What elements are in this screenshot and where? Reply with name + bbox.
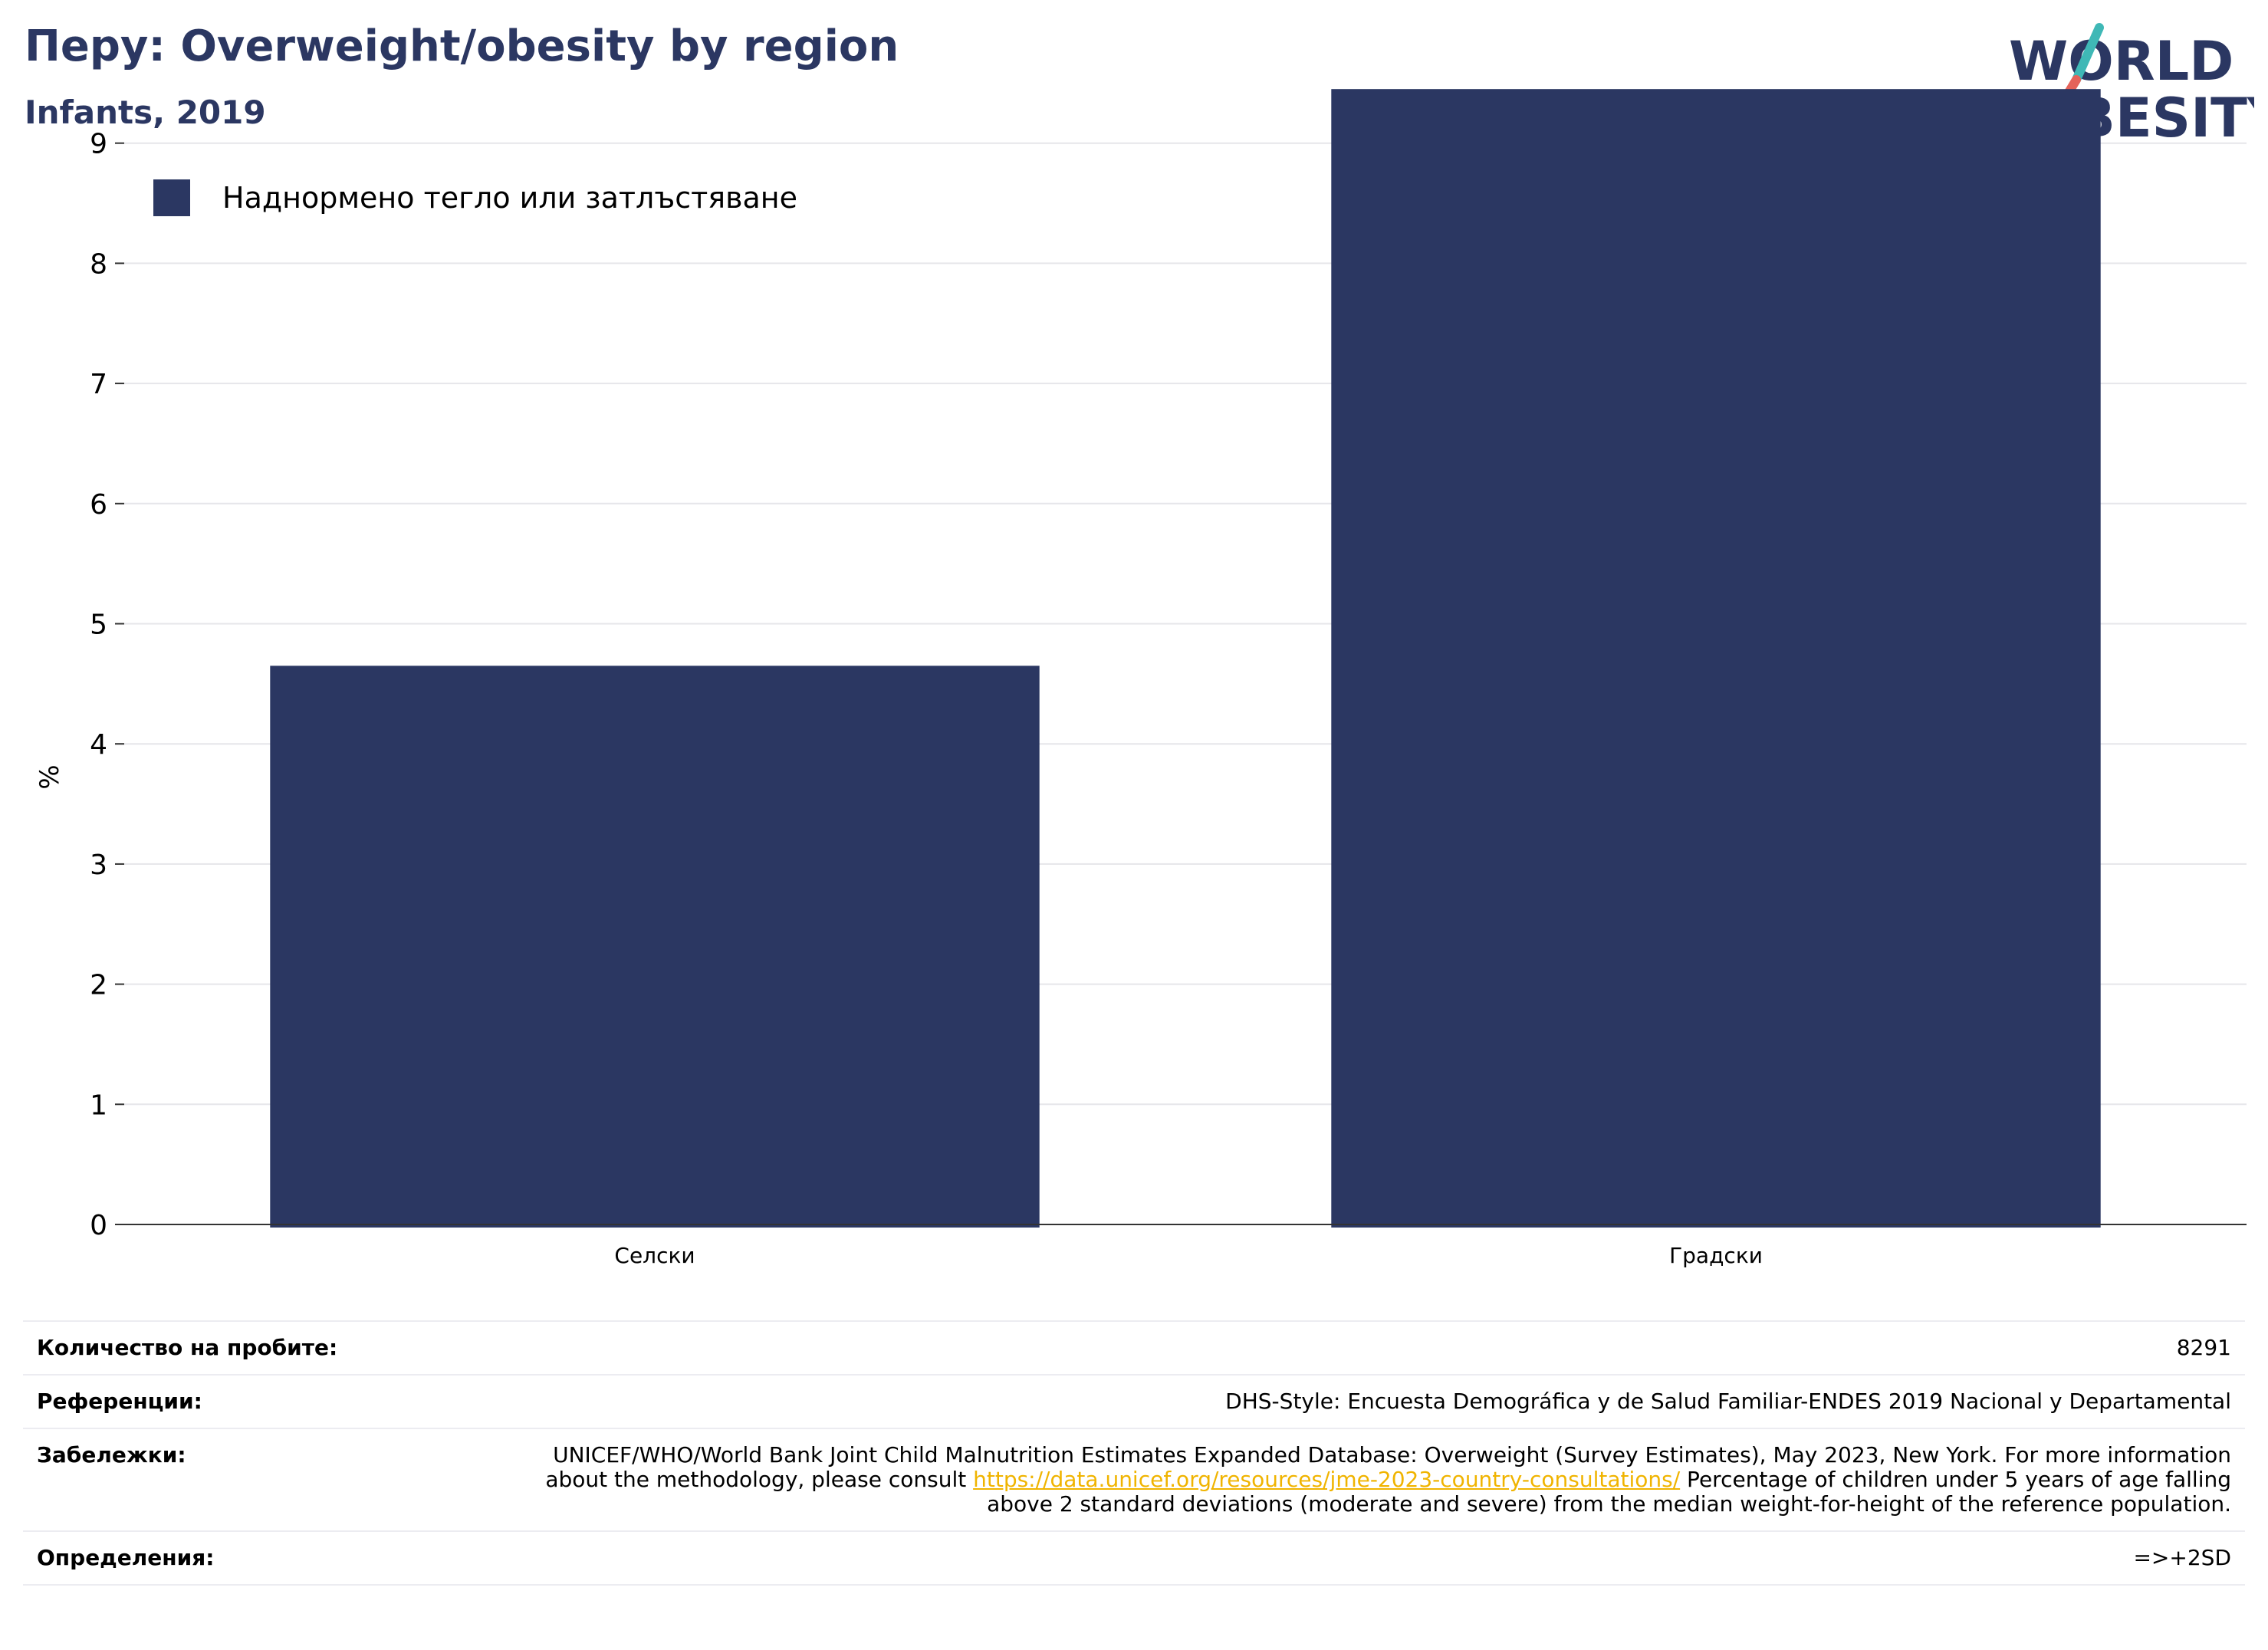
metadata-table: Количество на пробите: 8291 Референции: … [23,1320,2245,1586]
meta-sample-size-label: Количество на пробите: [23,1320,511,1375]
y-tick-label: 8 [90,248,107,280]
meta-definitions-value: =>+2SD [511,1530,2245,1586]
x-tick-label: Градски [1669,1243,1763,1268]
y-axis-label: % [35,764,65,789]
meta-row-sample-size: Количество на пробите: 8291 [23,1320,2245,1375]
y-tick-label: 3 [90,850,107,881]
y-tick-label: 9 [90,129,107,160]
meta-notes-label: Забележки: [23,1428,511,1531]
y-tick-label: 5 [90,610,107,641]
logo-text-world: WORLD [2009,30,2233,93]
meta-definitions-label: Определения: [23,1530,511,1586]
y-tick-label: 0 [90,1210,107,1241]
y-tick-label: 6 [90,489,107,521]
bar-1[interactable] [1331,89,2101,1228]
meta-references-value: DHS-Style: Encuesta Demográfica y de Sal… [511,1374,2245,1428]
methodology-link[interactable]: https://data.unicef.org/resources/jme-20… [973,1467,1681,1492]
meta-references-label: Референции: [23,1374,511,1428]
meta-sample-size-value: 8291 [511,1320,2245,1375]
bar-0[interactable] [270,666,1040,1228]
chart-legend: Наднормено тегло или затлъстяване [153,179,797,216]
legend-label: Наднормено тегло или затлъстяване [222,181,797,215]
meta-row-references: Референции: DHS-Style: Encuesta Demográf… [23,1374,2245,1428]
y-tick-label: 2 [90,970,107,1001]
x-tick-label: Селски [614,1243,695,1268]
meta-row-definitions: Определения: =>+2SD [23,1530,2245,1586]
meta-notes-text-after: Percentage of children under 5 years of … [987,1467,2231,1517]
meta-notes-text-before: UNICEF/WHO/World Bank Joint Child Malnut… [545,1442,2231,1492]
bar-chart: 0 1 2 3 4 5 6 7 8 9% Селски Градски [35,89,2247,1268]
chart-subtitle: Infants, 2019 [25,94,266,131]
logo-slash-teal [2072,23,2104,84]
meta-notes-value: UNICEF/WHO/World Bank Joint Child Malnut… [511,1428,2245,1531]
y-tick-label: 4 [90,729,107,761]
legend-swatch [153,179,190,216]
y-tick-label: 1 [90,1090,107,1121]
y-tick-label: 7 [90,369,107,400]
chart-title: Перу: Overweight/obesity by region [25,21,899,71]
meta-row-notes: Забележки: UNICEF/WHO/World Bank Joint C… [23,1428,2245,1531]
